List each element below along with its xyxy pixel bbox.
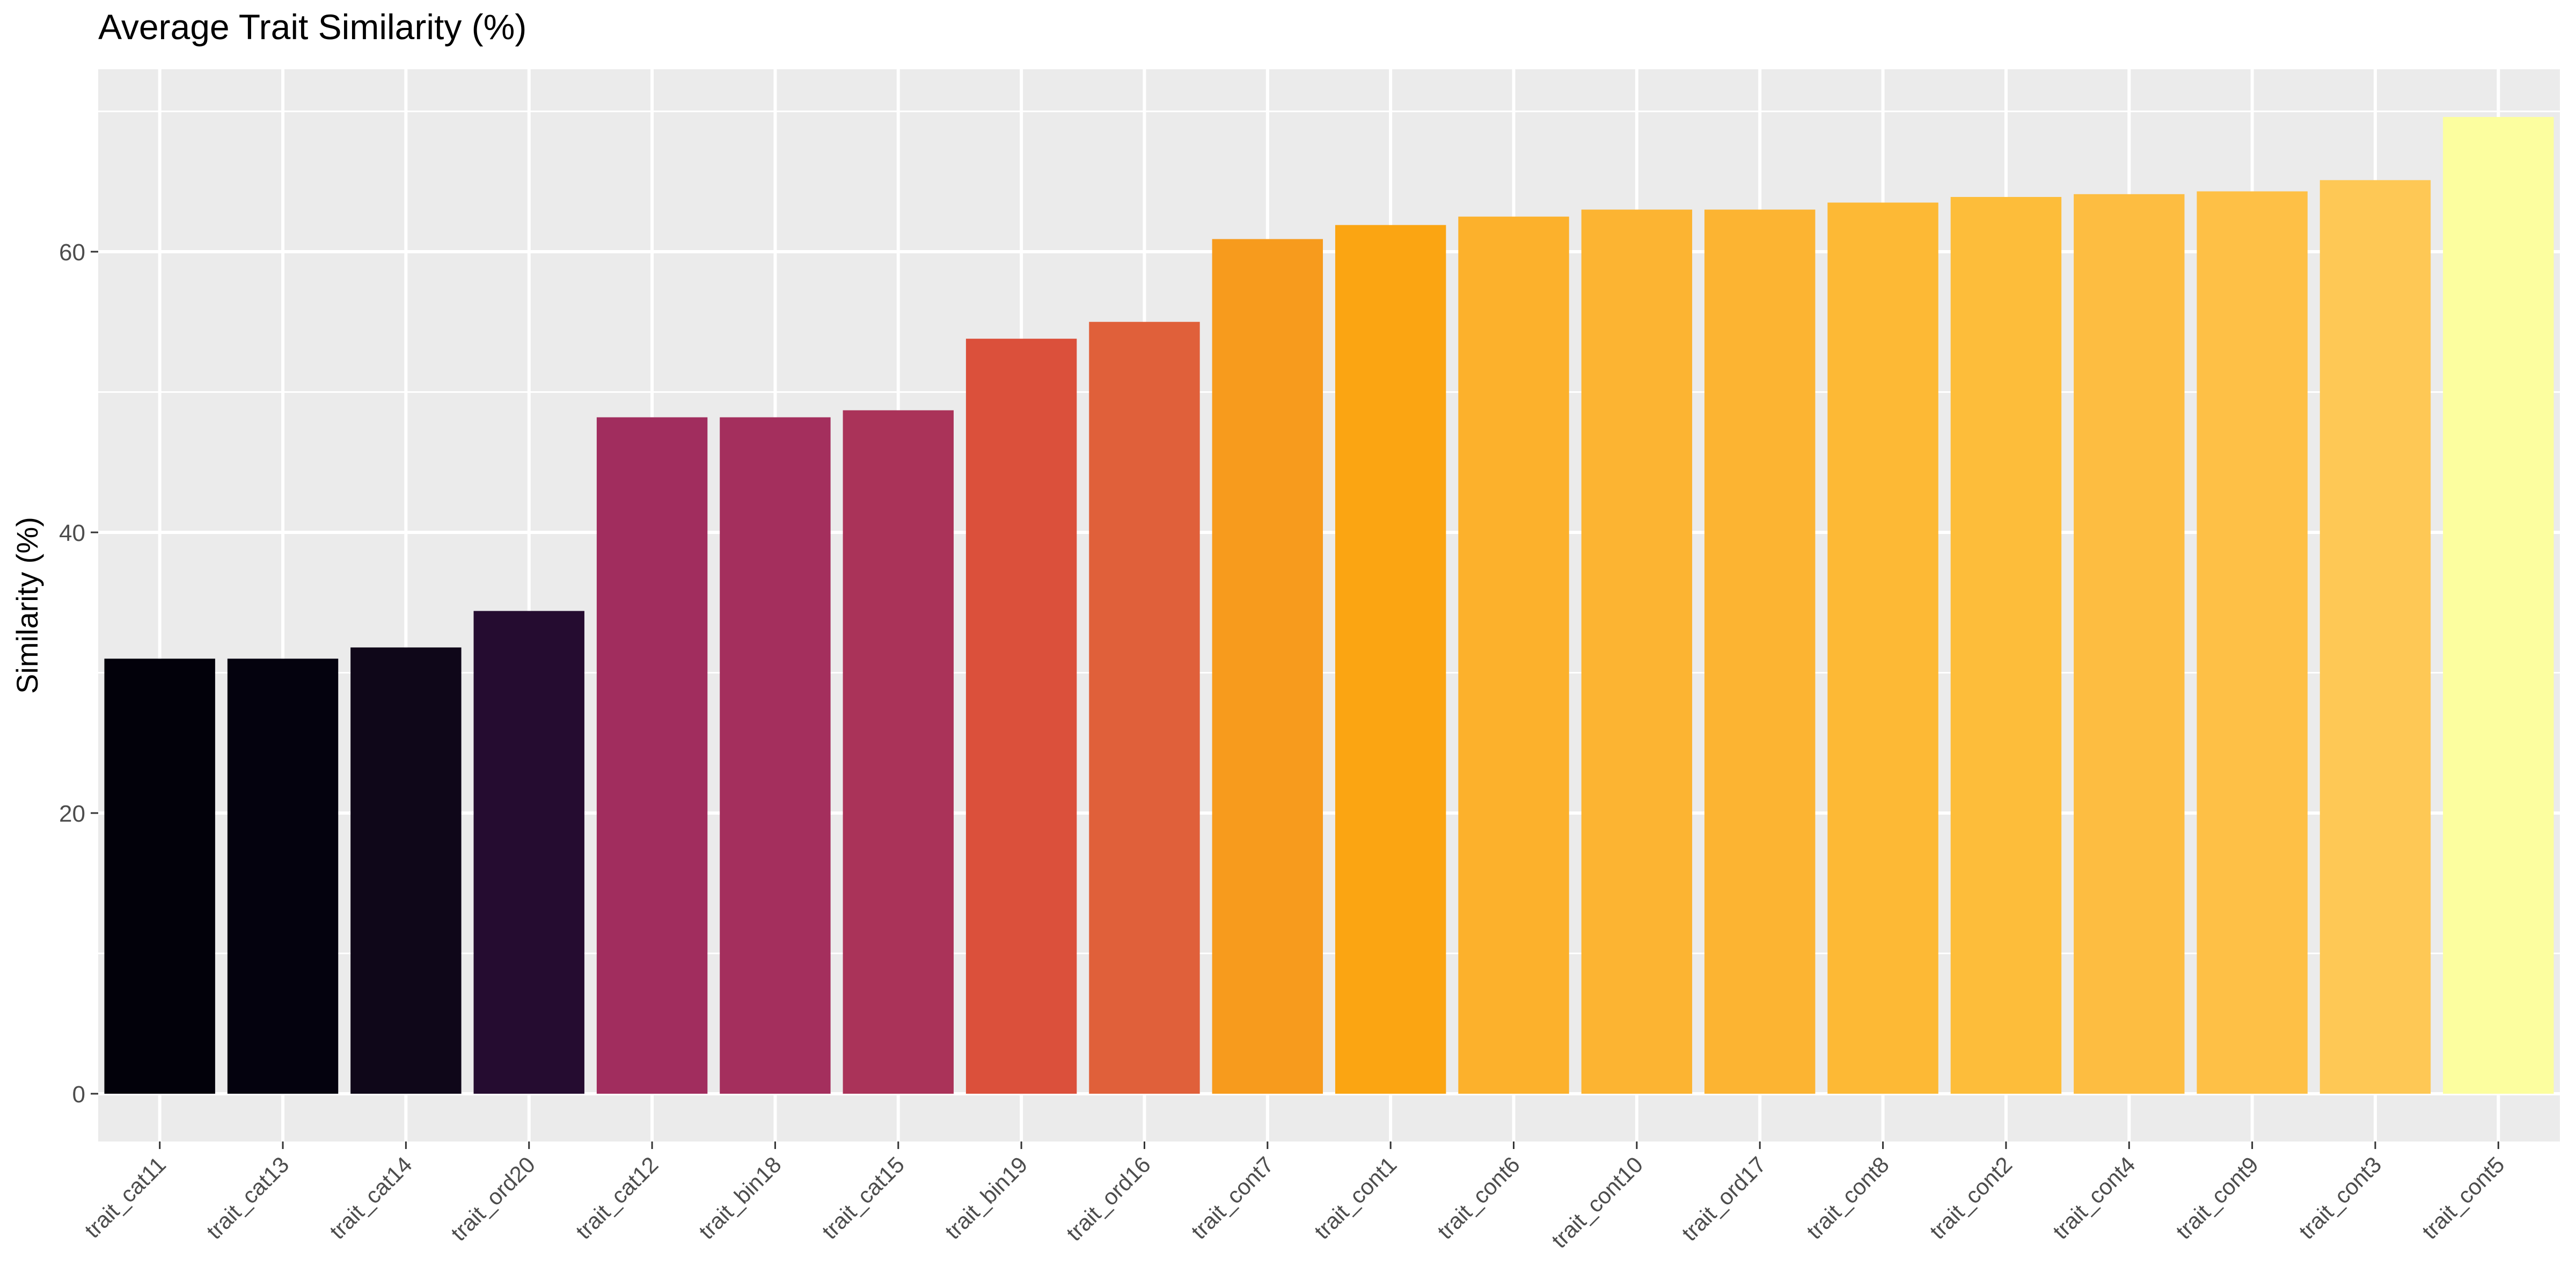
x-tick-label: trait_ord17 <box>1677 1152 1770 1246</box>
bar-trait_cont4 <box>2074 194 2185 1094</box>
bar-trait_ord20 <box>473 611 584 1094</box>
x-tick-label: trait_ord20 <box>446 1152 540 1246</box>
bar-trait_cat11 <box>104 658 215 1094</box>
x-tick-label: trait_ord16 <box>1062 1152 1155 1246</box>
chart-title: Average Trait Similarity (%) <box>98 7 527 47</box>
x-tick-label: trait_cat14 <box>325 1152 417 1244</box>
y-axis-title: Similarity (%) <box>10 517 44 694</box>
bar-trait_cont3 <box>2319 180 2431 1094</box>
bar-trait_cat13 <box>227 658 339 1094</box>
x-tick-label: trait_cont9 <box>2171 1152 2263 1244</box>
bar-trait_cont5 <box>2443 116 2554 1094</box>
x-tick-label: trait_cont1 <box>1309 1152 1402 1244</box>
x-tick-label: trait_cont5 <box>2417 1152 2509 1244</box>
y-tick-label: 0 <box>72 1081 85 1108</box>
bar-trait_cat15 <box>843 410 954 1094</box>
x-tick-label: trait_cont4 <box>2048 1152 2140 1244</box>
bar-trait_cont1 <box>1335 225 1446 1094</box>
x-tick-label: trait_cont6 <box>1432 1152 1525 1244</box>
bar-trait_cont6 <box>1458 216 1569 1094</box>
bar-trait_ord16 <box>1089 321 1200 1094</box>
y-tick-label: 60 <box>59 239 85 266</box>
x-tick-label: trait_cont3 <box>2294 1152 2386 1244</box>
bar-trait_cont8 <box>1827 202 1938 1094</box>
x-tick-label: trait_cat15 <box>817 1152 909 1244</box>
x-tick-label: trait_cont7 <box>1186 1152 1278 1244</box>
x-tick-label: trait_bin19 <box>940 1152 1033 1244</box>
x-tick-label: trait_bin18 <box>694 1152 786 1244</box>
x-tick-label: trait_cat11 <box>79 1152 171 1243</box>
bar-trait_bin18 <box>720 417 831 1094</box>
bar-trait_cont10 <box>1581 209 1693 1094</box>
bars <box>104 116 2554 1094</box>
y-axis: 0 20 40 60 <box>59 239 98 1108</box>
plot-panel <box>98 69 2560 1141</box>
bar-trait_cat12 <box>596 417 708 1094</box>
x-tick-label: trait_cat13 <box>201 1152 294 1244</box>
bar-trait_cont9 <box>2197 191 2308 1094</box>
x-tick-label: trait_cont2 <box>1924 1152 2017 1244</box>
y-tick-label: 20 <box>59 801 85 827</box>
x-tick-label: trait_cont10 <box>1547 1152 1648 1253</box>
x-tick-label: trait_cat12 <box>571 1152 663 1244</box>
bar-trait_cont2 <box>1950 197 2062 1094</box>
bar-trait_cont7 <box>1212 239 1323 1094</box>
x-axis: trait_cat11 trait_cat13 trait_cat14 trait_o… <box>79 1141 2509 1253</box>
x-tick-label: trait_cont8 <box>1802 1152 1894 1244</box>
bar-trait_ord17 <box>1704 209 1816 1094</box>
bar-trait_bin19 <box>965 339 1077 1094</box>
y-tick-label: 40 <box>59 520 85 546</box>
bar-trait_cat14 <box>350 647 462 1094</box>
